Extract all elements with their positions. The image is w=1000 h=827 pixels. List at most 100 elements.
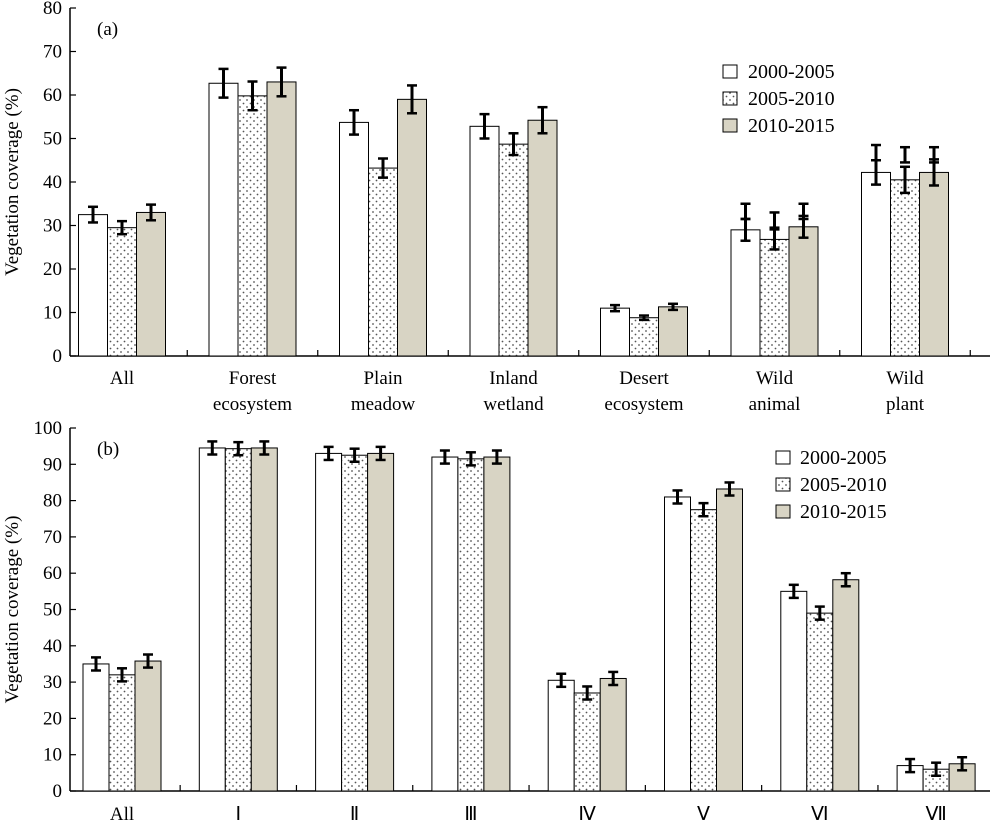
x-tick-label: Ⅴ [697, 804, 710, 825]
x-tick-label: meadow [351, 394, 416, 415]
x-tick-label: Ⅰ [235, 804, 241, 825]
y-tick-label: 10 [43, 745, 62, 766]
bar [629, 317, 659, 357]
bar [759, 238, 790, 357]
bar [198, 447, 226, 792]
legend-label: 2010-2015 [748, 115, 835, 137]
x-tick-label: Ⅳ [578, 804, 596, 825]
bar [658, 306, 688, 357]
legend-swatch [722, 64, 738, 79]
y-axis-label: Vegetation coverage (%) [2, 516, 23, 704]
legend-label: 2000-2005 [748, 61, 835, 83]
x-tick-label: Ⅶ [925, 804, 946, 825]
bar [573, 692, 601, 792]
y-tick-label: 30 [43, 672, 62, 693]
y-tick-label: 80 [43, 0, 62, 19]
y-tick-label: 100 [34, 418, 63, 439]
bar [224, 448, 252, 792]
chart-panel-b: 0 10 20 30 40 50 60 70 80 90 100 Vegetation coverag… [2, 418, 990, 825]
y-tick-label: 0 [53, 346, 63, 367]
bar [527, 119, 558, 357]
legend-swatch [722, 118, 738, 133]
bar [806, 612, 834, 792]
bar [919, 171, 949, 357]
bar [78, 214, 108, 357]
y-tick-label: 70 [43, 527, 62, 548]
x-tick-label: animal [749, 394, 801, 415]
y-tick-label: 60 [43, 563, 62, 584]
bar [237, 95, 268, 357]
bar [861, 171, 891, 357]
bar [457, 458, 485, 792]
bar [315, 452, 343, 792]
legend-swatch [775, 504, 791, 519]
x-tick-label: plant [886, 394, 925, 415]
bar [108, 674, 136, 792]
bar [788, 226, 819, 357]
bar [368, 167, 398, 357]
x-tick-label: Wild [886, 368, 924, 389]
y-tick-label: 80 [43, 491, 62, 512]
y-tick-label: 60 [43, 85, 62, 106]
y-tick-label: 50 [43, 129, 62, 150]
x-tick-label: ecosystem [604, 394, 683, 415]
legend-label: 2000-2005 [800, 447, 887, 469]
x-tick-label: All [110, 804, 134, 825]
y-tick-label: 50 [43, 600, 62, 621]
x-tick-label: Ⅱ [350, 804, 359, 825]
legend-swatch [775, 450, 791, 465]
y-tick-label: 70 [43, 42, 62, 63]
bar [483, 456, 511, 792]
y-tick-label: 10 [43, 303, 62, 324]
y-tick-label: 40 [43, 636, 62, 657]
bar [250, 447, 278, 792]
bar [469, 125, 500, 357]
bar [136, 211, 166, 357]
bar [716, 488, 743, 792]
bar [730, 229, 761, 357]
y-tick-label: 20 [43, 708, 62, 729]
bar [890, 179, 920, 357]
bar [690, 509, 717, 792]
y-tick-label: 40 [43, 172, 62, 193]
bar [664, 496, 691, 792]
x-tick-label: ecosystem [213, 394, 292, 415]
panel-label: (a) [97, 19, 118, 40]
legend-swatch [722, 91, 738, 106]
x-tick-label: Desert [619, 368, 669, 389]
legend-label: 2010-2015 [800, 501, 887, 523]
y-tick-label: 90 [43, 454, 62, 475]
bar [367, 452, 395, 792]
legend-label: 2005-2010 [800, 474, 887, 496]
bar [82, 663, 110, 792]
bar [547, 679, 575, 792]
x-tick-label: Ⅵ [811, 804, 829, 825]
bar [600, 307, 630, 357]
y-tick-label: 0 [53, 781, 63, 802]
chart-panel-a: 0 10 20 30 40 50 60 70 80 Vegetation coverage (%)… [2, 0, 990, 415]
bar [599, 677, 627, 792]
panel-label: (b) [97, 439, 119, 460]
bar [208, 82, 239, 357]
x-tick-label: Wild [756, 368, 794, 389]
x-tick-label: wetland [483, 394, 544, 415]
legend-label: 2005-2010 [748, 88, 835, 110]
x-tick-label: Ⅲ [464, 804, 477, 825]
x-tick-label: All [110, 368, 134, 389]
bar [339, 121, 369, 357]
bar [266, 81, 297, 357]
y-tick-label: 30 [43, 216, 62, 237]
bar [341, 454, 369, 792]
bar [498, 143, 529, 357]
y-axis-label: Vegetation coverage (%) [2, 88, 23, 276]
bar [397, 98, 427, 357]
legend-swatch [775, 477, 791, 492]
x-tick-label: Inland [489, 368, 538, 389]
bar [780, 590, 808, 792]
x-tick-label: Plain [363, 368, 403, 389]
x-tick-label: Forest [229, 368, 277, 389]
bar [832, 579, 860, 792]
y-tick-label: 20 [43, 259, 62, 280]
bar [107, 227, 137, 357]
